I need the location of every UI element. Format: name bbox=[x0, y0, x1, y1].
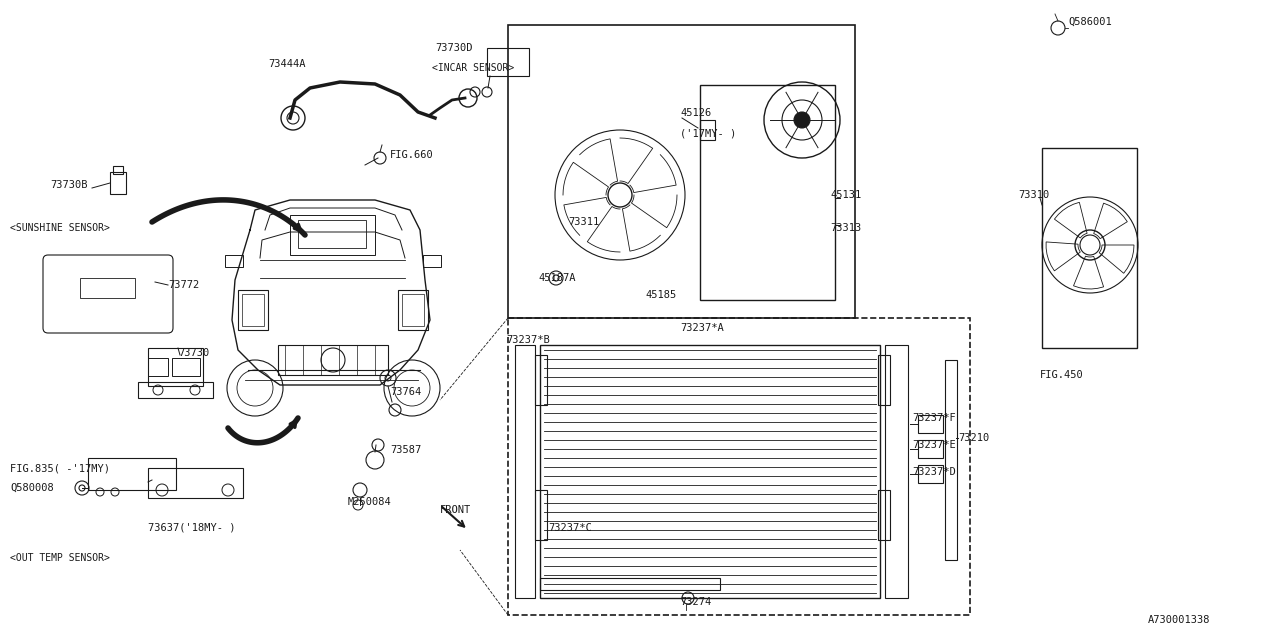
Text: 73730B: 73730B bbox=[50, 180, 88, 190]
Bar bbox=[398, 290, 428, 330]
Bar bbox=[402, 294, 424, 326]
Bar bbox=[148, 348, 204, 386]
Bar bbox=[700, 85, 835, 300]
Text: 73237*B: 73237*B bbox=[506, 335, 549, 345]
Bar bbox=[918, 440, 943, 458]
Text: 73210: 73210 bbox=[957, 433, 989, 443]
Bar bbox=[225, 255, 243, 267]
Text: 73237*C: 73237*C bbox=[548, 523, 591, 533]
Bar bbox=[486, 48, 529, 76]
Bar bbox=[540, 345, 881, 598]
Text: 73237*E: 73237*E bbox=[911, 440, 956, 450]
Text: 73772: 73772 bbox=[168, 280, 200, 290]
Bar bbox=[110, 172, 125, 194]
Bar bbox=[113, 166, 123, 174]
Bar bbox=[945, 360, 957, 560]
Text: 73313: 73313 bbox=[829, 223, 861, 233]
Bar bbox=[535, 355, 547, 405]
Text: M250084: M250084 bbox=[348, 497, 392, 507]
Bar bbox=[238, 290, 268, 330]
Text: 45185: 45185 bbox=[645, 290, 676, 300]
Text: 73587: 73587 bbox=[390, 445, 421, 455]
Text: 73237*A: 73237*A bbox=[680, 323, 723, 333]
Text: 73237*F: 73237*F bbox=[911, 413, 956, 423]
Bar bbox=[298, 220, 366, 248]
Text: <INCAR SENSOR>: <INCAR SENSOR> bbox=[433, 63, 515, 73]
Text: 45187A: 45187A bbox=[538, 273, 576, 283]
Bar bbox=[535, 490, 547, 540]
Bar bbox=[878, 355, 890, 405]
Bar bbox=[878, 490, 890, 540]
Text: <SUNSHINE SENSOR>: <SUNSHINE SENSOR> bbox=[10, 223, 110, 233]
Text: ('17MY- ): ('17MY- ) bbox=[680, 128, 736, 138]
Bar bbox=[918, 415, 943, 433]
Text: 45131: 45131 bbox=[829, 190, 861, 200]
Bar bbox=[508, 318, 970, 615]
Bar bbox=[278, 345, 388, 375]
Text: 73730: 73730 bbox=[178, 348, 209, 358]
Circle shape bbox=[794, 112, 810, 128]
Text: 73764: 73764 bbox=[390, 387, 421, 397]
Bar bbox=[508, 25, 855, 318]
Text: Q586001: Q586001 bbox=[1068, 17, 1112, 27]
Bar bbox=[242, 294, 264, 326]
Bar bbox=[515, 345, 535, 598]
Bar bbox=[172, 358, 200, 376]
Text: 73237*D: 73237*D bbox=[911, 467, 956, 477]
Text: 45126: 45126 bbox=[680, 108, 712, 118]
Bar bbox=[79, 278, 134, 298]
Text: FRONT: FRONT bbox=[440, 505, 471, 515]
Bar bbox=[884, 345, 908, 598]
Text: Q580008: Q580008 bbox=[10, 483, 54, 493]
Text: 73637('18MY- ): 73637('18MY- ) bbox=[148, 523, 236, 533]
Bar bbox=[918, 465, 943, 483]
Text: 73444A: 73444A bbox=[268, 59, 306, 69]
Bar bbox=[422, 255, 442, 267]
Text: 73311: 73311 bbox=[568, 217, 599, 227]
Text: FIG.835( -'17MY): FIG.835( -'17MY) bbox=[10, 463, 110, 473]
Bar bbox=[540, 578, 719, 590]
Text: 73310: 73310 bbox=[1018, 190, 1050, 200]
Bar bbox=[1042, 148, 1137, 348]
Bar bbox=[291, 215, 375, 255]
Bar bbox=[700, 120, 716, 140]
Bar bbox=[88, 458, 177, 490]
Bar bbox=[148, 358, 168, 376]
Text: FIG.450: FIG.450 bbox=[1039, 370, 1084, 380]
Text: A730001338: A730001338 bbox=[1148, 615, 1211, 625]
Bar bbox=[138, 382, 212, 398]
Bar bbox=[148, 468, 243, 498]
Text: <OUT TEMP SENSOR>: <OUT TEMP SENSOR> bbox=[10, 553, 110, 563]
Text: 73730D: 73730D bbox=[435, 43, 472, 53]
Text: FIG.660: FIG.660 bbox=[390, 150, 434, 160]
Text: 73274: 73274 bbox=[680, 597, 712, 607]
